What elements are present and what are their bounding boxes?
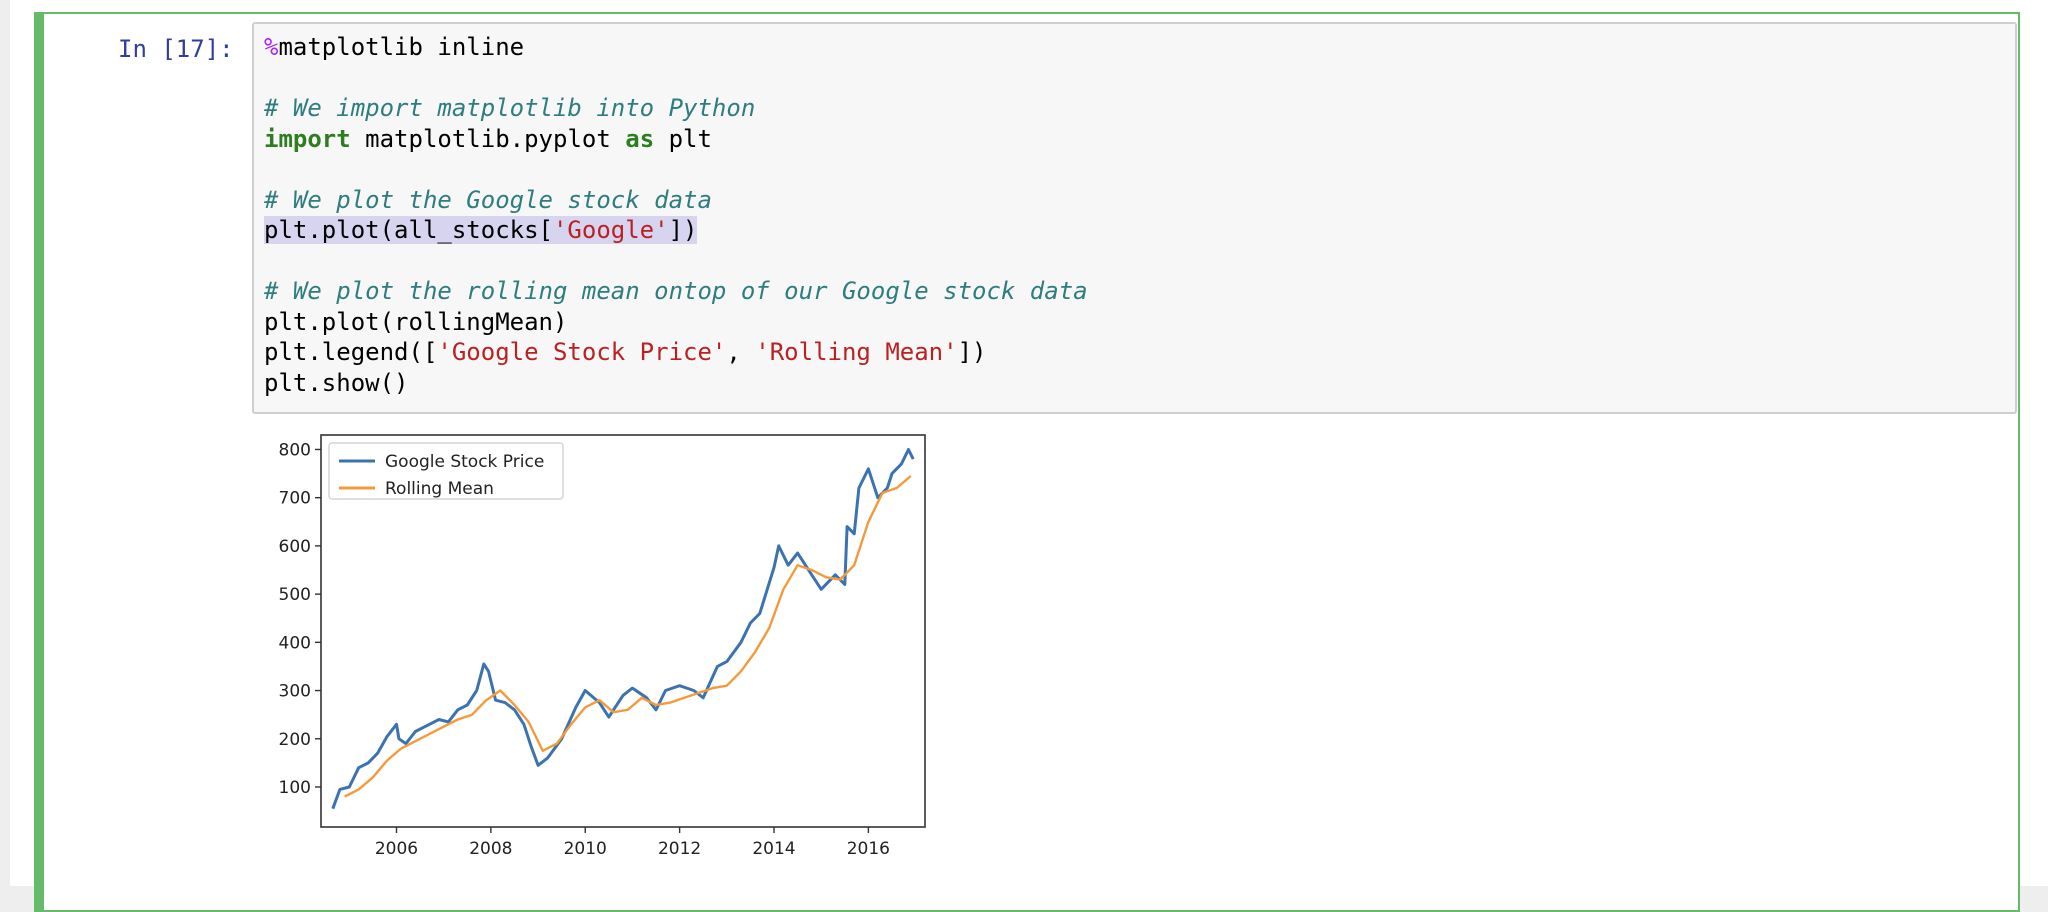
y-tick-label: 800 <box>279 440 311 460</box>
code-line: # We import matplotlib into Python <box>264 93 1088 124</box>
code-editor[interactable]: %matplotlib inline # We import matplotlib… <box>252 22 2017 414</box>
code-line <box>264 154 1088 185</box>
x-tick-label: 2012 <box>658 839 701 859</box>
series-line-rolling-mean <box>344 475 912 798</box>
code-line: import matplotlib.pyplot as plt <box>264 124 1088 155</box>
code-token: # We plot the rolling mean ontop of our … <box>264 277 1088 305</box>
legend-label: Rolling Mean <box>385 479 494 499</box>
code-token: # We import matplotlib into Python <box>264 94 756 122</box>
code-token: , <box>726 338 756 366</box>
y-tick-label: 500 <box>279 585 311 605</box>
code-token: ]) <box>668 216 698 244</box>
code-line: # We plot the Google stock data <box>264 185 1088 216</box>
code-line <box>264 246 1088 277</box>
code-token: as <box>625 124 655 153</box>
x-tick-label: 2008 <box>469 839 512 859</box>
code-token: 'Google Stock Price' <box>437 338 727 366</box>
plot-area-frame <box>320 434 926 828</box>
y-tick-label: 100 <box>279 778 311 798</box>
x-tick-label: 2010 <box>564 839 607 859</box>
y-tick-label: 600 <box>279 537 311 557</box>
x-tick-label: 2014 <box>752 839 795 859</box>
y-tick-label: 400 <box>279 633 311 653</box>
code-token: % <box>264 33 279 61</box>
code-token: 'Rolling Mean' <box>755 338 958 366</box>
code-token: plt.show() <box>264 368 409 397</box>
output-area: 100 200 300 400 500 600 700 800 2006 2008 2010 2012… <box>252 424 952 864</box>
code-token: # We plot the Google stock data <box>264 185 712 214</box>
code-token: plt <box>654 124 712 153</box>
y-tick-label: 300 <box>279 682 311 702</box>
code-line: plt.plot(rollingMean) <box>264 307 1088 338</box>
code-text[interactable]: %matplotlib inline # We import matplotlib… <box>264 32 1088 398</box>
code-line: plt.legend(['Google Stock Price', 'Rolli… <box>264 337 1088 368</box>
x-tick-label: 2006 <box>375 839 418 859</box>
series-line-google-stock-price <box>331 448 915 810</box>
code-token: ]) <box>957 338 987 366</box>
code-line: plt.show() <box>264 368 1088 399</box>
legend-box <box>328 442 564 500</box>
input-prompt: In [17]: <box>118 35 234 63</box>
x-tick-label: 2016 <box>847 839 890 859</box>
y-tick-label: 200 <box>279 730 311 750</box>
code-line: %matplotlib inline <box>264 32 1088 63</box>
code-token: plt.legend([ <box>264 338 438 366</box>
code-line <box>264 63 1088 94</box>
code-token: matplotlib.pyplot <box>350 124 626 153</box>
code-token: import <box>264 124 351 153</box>
legend-label: Google Stock Price <box>385 452 544 472</box>
code-token: 'Google' <box>552 216 669 244</box>
chart-output: 100 200 300 400 500 600 700 800 2006 2008 2010 2012… <box>279 434 926 859</box>
code-line: # We plot the rolling mean ontop of our … <box>264 276 1088 307</box>
y-tick-label: 700 <box>279 489 311 509</box>
code-token: plt.plot(rollingMean) <box>264 307 568 336</box>
code-line: plt.plot(all_stocks['Google']) <box>264 215 1088 246</box>
code-token: plt.plot(all_stocks[ <box>264 216 553 244</box>
code-token: matplotlib inline <box>278 33 525 61</box>
